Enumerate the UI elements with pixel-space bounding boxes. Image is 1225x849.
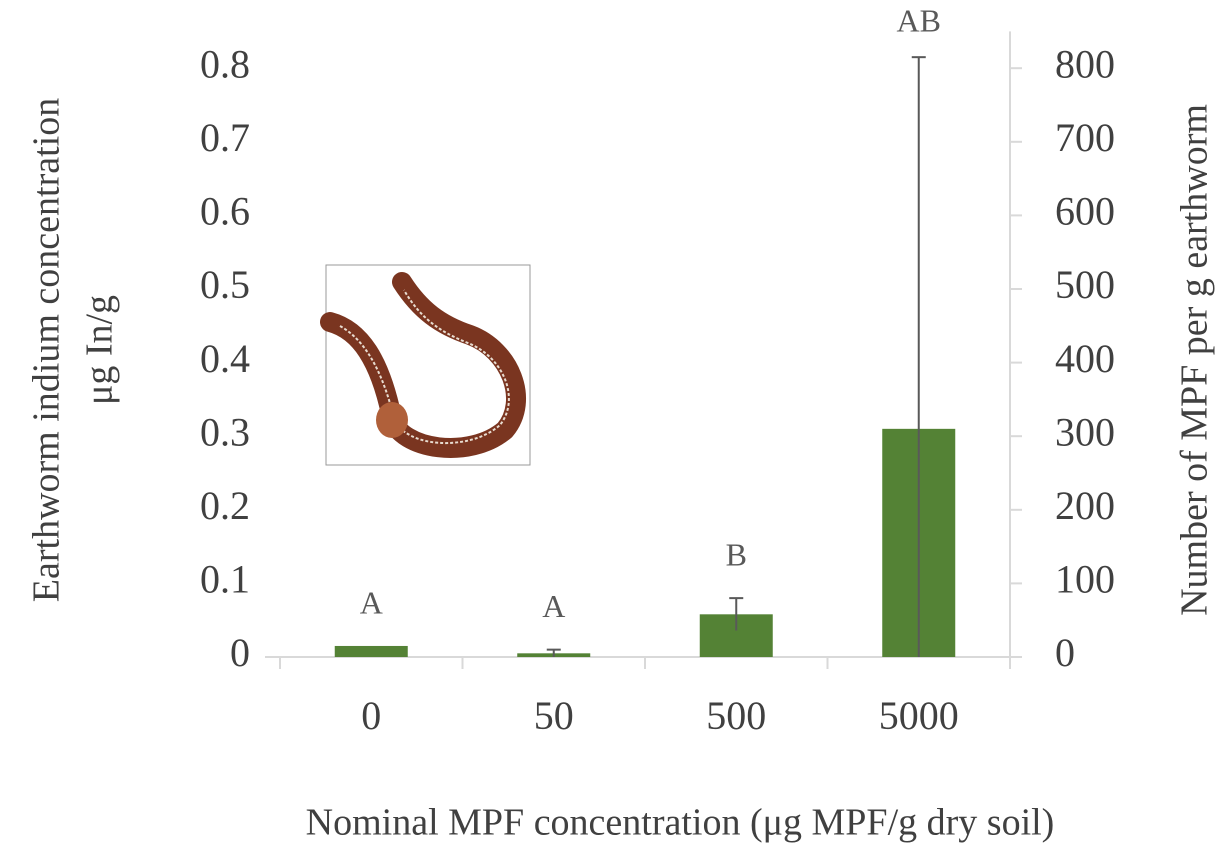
- earthworm-inset: [320, 264, 531, 466]
- x-tick-label: 0: [361, 693, 381, 738]
- y-tick-label: 0: [230, 630, 250, 675]
- y2-axis-label: Number of MPF per g earthworm: [1174, 104, 1216, 616]
- y-tick-label: 0.2: [200, 483, 250, 528]
- y-axis-label: Earthworm indium concentration: [26, 98, 68, 602]
- worm-body: [320, 272, 526, 458]
- y2-tick-label: 700: [1055, 115, 1115, 160]
- y-tick-label: 0.3: [200, 409, 250, 454]
- x-axis-label: Nominal MPF concentration (μg MPF/g dry …: [306, 802, 1055, 844]
- significance-letter: A: [360, 584, 383, 620]
- y-tick-label: 0.5: [200, 262, 250, 307]
- y2-tick-label: 400: [1055, 336, 1115, 381]
- worm-clitellum: [376, 402, 408, 438]
- y-tick-label: 0.1: [200, 557, 250, 602]
- significance-letter: B: [726, 536, 747, 572]
- y-tick-label: 0.6: [200, 189, 250, 234]
- bar: [334, 645, 408, 657]
- significance-letter: A: [542, 588, 565, 624]
- significance-letter: AB: [897, 2, 941, 38]
- y2-tick-label: 300: [1055, 409, 1115, 454]
- y2-tick-label: 600: [1055, 189, 1115, 234]
- y-tick-label: 0.4: [200, 336, 250, 381]
- x-tick-label: 5000: [879, 693, 959, 738]
- y2-tick-label: 500: [1055, 262, 1115, 307]
- plot-area: [334, 56, 956, 657]
- y2-tick-label: 0: [1055, 630, 1075, 675]
- y2-tick-label: 800: [1055, 41, 1115, 86]
- worm-segments: [339, 289, 510, 444]
- y2-tick-label: 100: [1055, 557, 1115, 602]
- y-axis-label: μg In/g: [79, 295, 121, 405]
- y-tick-label: 0.8: [200, 41, 250, 86]
- y2-tick-label: 200: [1055, 483, 1115, 528]
- x-tick-label: 500: [706, 693, 766, 738]
- x-tick-label: 50: [534, 693, 574, 738]
- y-tick-label: 0.7: [200, 115, 250, 160]
